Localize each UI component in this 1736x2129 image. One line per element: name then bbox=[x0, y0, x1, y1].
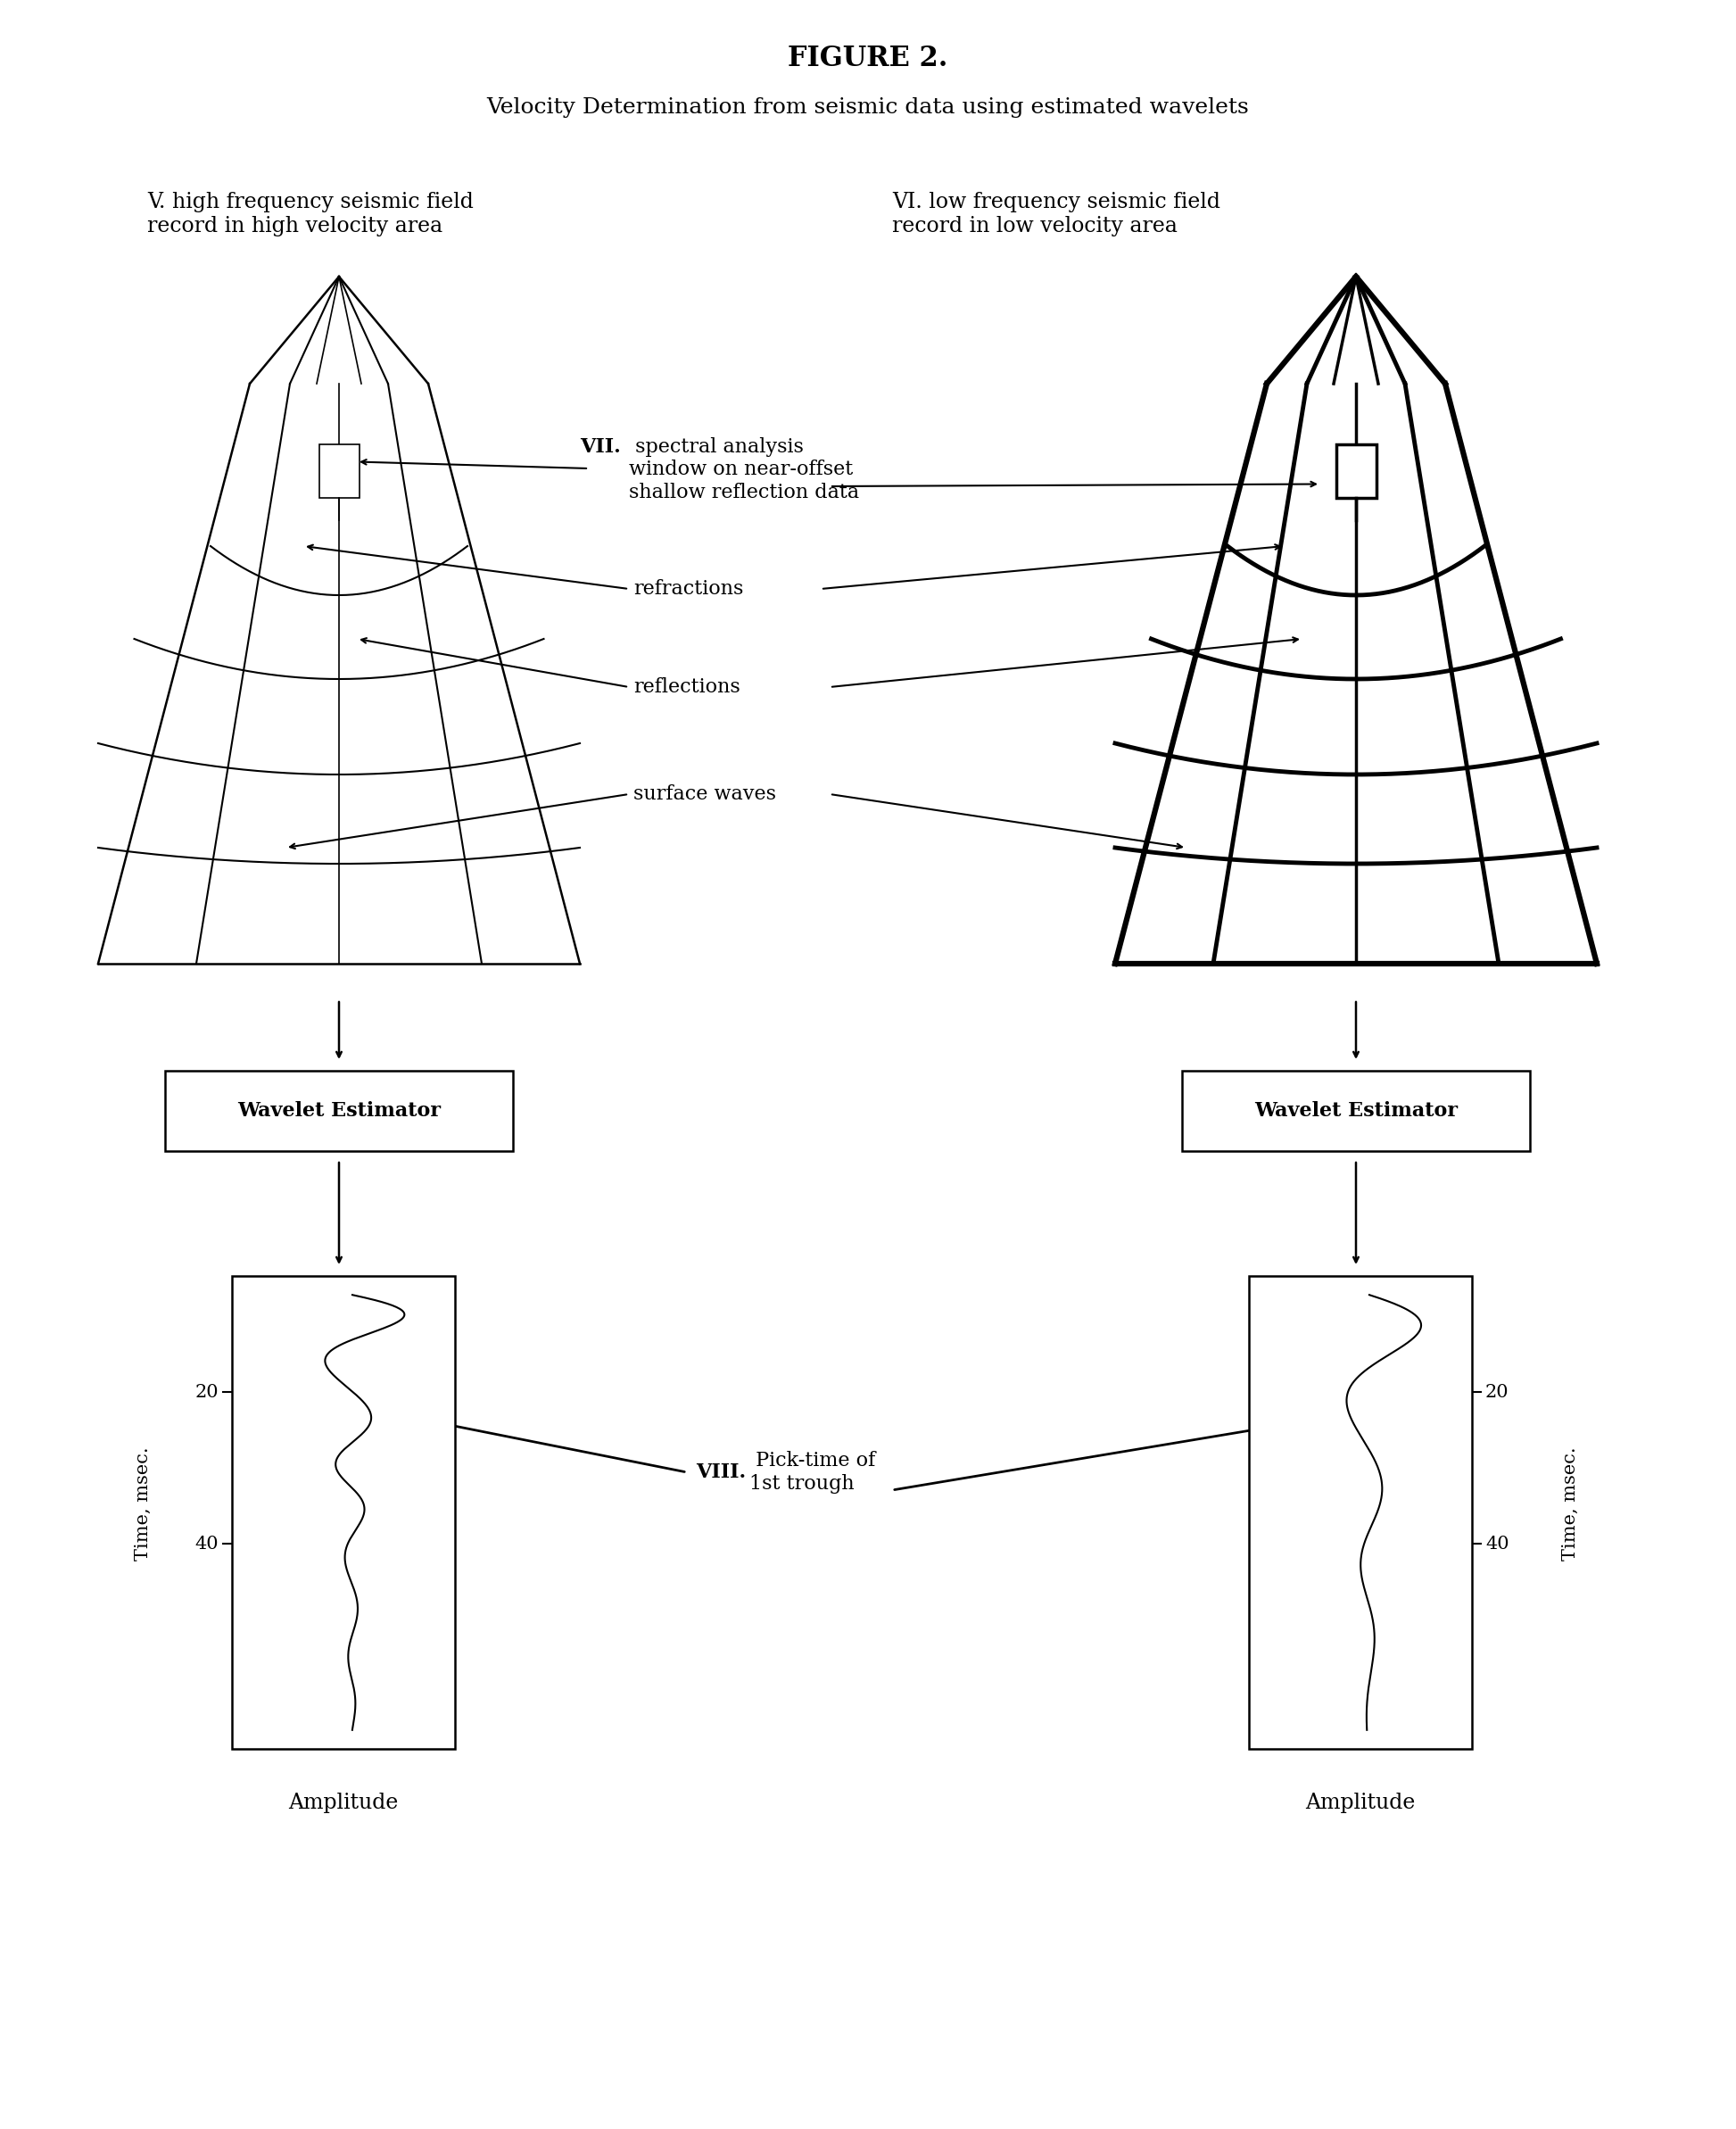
Text: Wavelet Estimator: Wavelet Estimator bbox=[238, 1101, 441, 1120]
Text: 40: 40 bbox=[194, 1535, 219, 1552]
Text: VI. low frequency seismic field
record in low velocity area: VI. low frequency seismic field record i… bbox=[892, 192, 1220, 236]
Bar bbox=[1182, 1071, 1529, 1152]
Text: Wavelet Estimator: Wavelet Estimator bbox=[1255, 1101, 1458, 1120]
Text: Pick-time of
1st trough: Pick-time of 1st trough bbox=[750, 1452, 875, 1492]
Bar bbox=[1337, 445, 1377, 498]
Text: Time, msec.: Time, msec. bbox=[1562, 1446, 1578, 1561]
Bar bbox=[1248, 1275, 1472, 1748]
Text: VII.: VII. bbox=[580, 436, 621, 458]
Text: refractions: refractions bbox=[634, 579, 743, 598]
Text: 40: 40 bbox=[1486, 1535, 1509, 1552]
Text: VIII.: VIII. bbox=[696, 1463, 746, 1482]
Text: Velocity Determination from seismic data using estimated wavelets: Velocity Determination from seismic data… bbox=[486, 96, 1250, 117]
Text: 20: 20 bbox=[194, 1384, 219, 1401]
Text: Time, msec.: Time, msec. bbox=[134, 1446, 151, 1561]
Text: 20: 20 bbox=[1486, 1384, 1509, 1401]
Text: reflections: reflections bbox=[634, 677, 740, 696]
Bar bbox=[233, 1275, 455, 1748]
Text: Amplitude: Amplitude bbox=[288, 1793, 399, 1812]
Text: spectral analysis
window on near-offset
shallow reflection data: spectral analysis window on near-offset … bbox=[628, 436, 859, 502]
Bar bbox=[319, 445, 359, 498]
Text: FIGURE 2.: FIGURE 2. bbox=[788, 45, 948, 72]
Text: Amplitude: Amplitude bbox=[1305, 1793, 1415, 1812]
Text: V. high frequency seismic field
record in high velocity area: V. high frequency seismic field record i… bbox=[148, 192, 474, 236]
Bar bbox=[165, 1071, 512, 1152]
Text: surface waves: surface waves bbox=[634, 783, 776, 805]
